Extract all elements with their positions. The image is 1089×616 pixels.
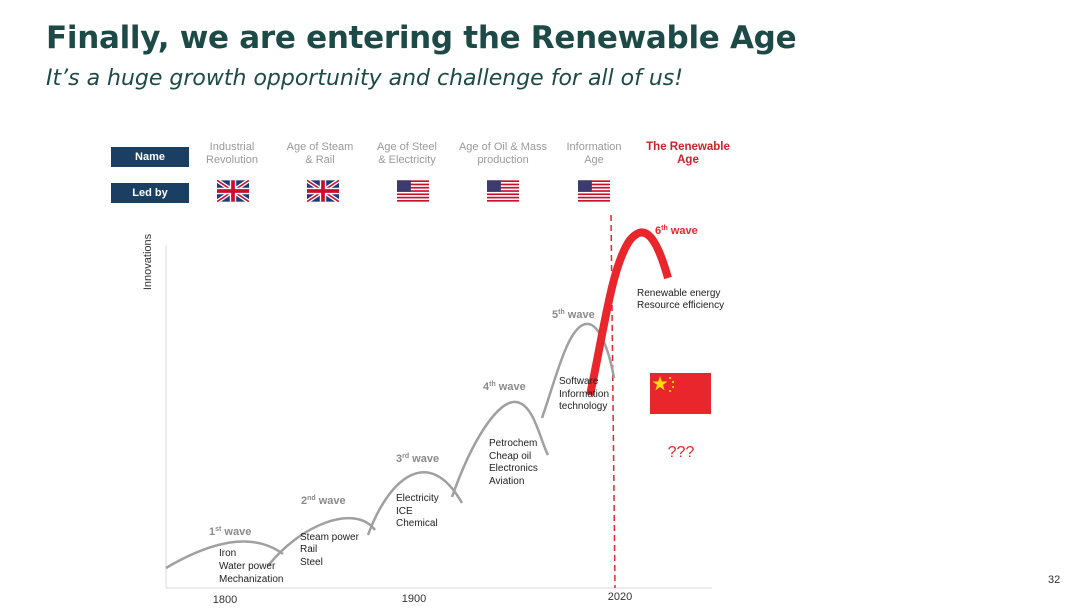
us-flag-icon [487,180,519,202]
name-row-label: Name [111,147,189,167]
uk-flag-icon [307,180,339,202]
wave-6-curve [586,228,672,396]
wave-2-label: 2nd wave [301,495,346,507]
x-tick-label: 2020 [608,591,632,603]
wave-6-label: 6th wave [655,225,698,237]
led-by-row-label: Led by [111,183,189,203]
page-number: 32 [1048,574,1061,586]
age-industrial-revolution: Industrial Revolution [206,141,258,166]
wave-4-label: 4th wave [483,381,526,393]
wave-6-items: Renewable energy Resource efficiency [637,288,724,311]
wave-1-items: Iron Water power Mechanization [219,548,283,585]
wave-5-items: Software Information technology [559,376,612,412]
age-steel-electricity: Age of Steel & Electricity [377,141,437,166]
wave-3-items: Electricity ICE Chemical [396,493,442,529]
age-renewable: The Renewable Age [646,141,730,166]
question-marks: ??? [668,444,695,461]
us-flag-icon [397,180,429,202]
wave-5-label: 5th wave [552,309,595,321]
x-tick-label: 1800 [213,594,237,606]
wave-3-curve [366,470,464,536]
y-axis-label: Innovations [142,233,154,290]
page-subtitle: It’s a huge growth opportunity and chall… [46,66,684,91]
page-title: Finally, we are entering the Renewable A… [46,20,797,56]
wave-4-items: Petrochem Cheap oil Electronics Aviation [489,438,541,487]
wave-1-curve [165,540,284,570]
china-flag-icon [650,373,711,414]
wave-3-label: 3rd wave [396,453,439,465]
wave-5-curve [540,322,616,419]
age-steam-rail: Age of Steam & Rail [286,141,354,166]
wave-2-curve [267,516,377,567]
us-flag-icon [578,180,610,202]
wave-4-curve [450,400,550,498]
x-tick-label: 1900 [402,593,426,605]
uk-flag-icon [217,180,249,202]
age-oil-mass-production: Age of Oil & Mass production [458,141,548,166]
wave-1-label: 1st wave [209,526,251,538]
age-information: Information Age [566,141,622,166]
wave-2-items: Steam power Rail Steel [300,532,362,568]
